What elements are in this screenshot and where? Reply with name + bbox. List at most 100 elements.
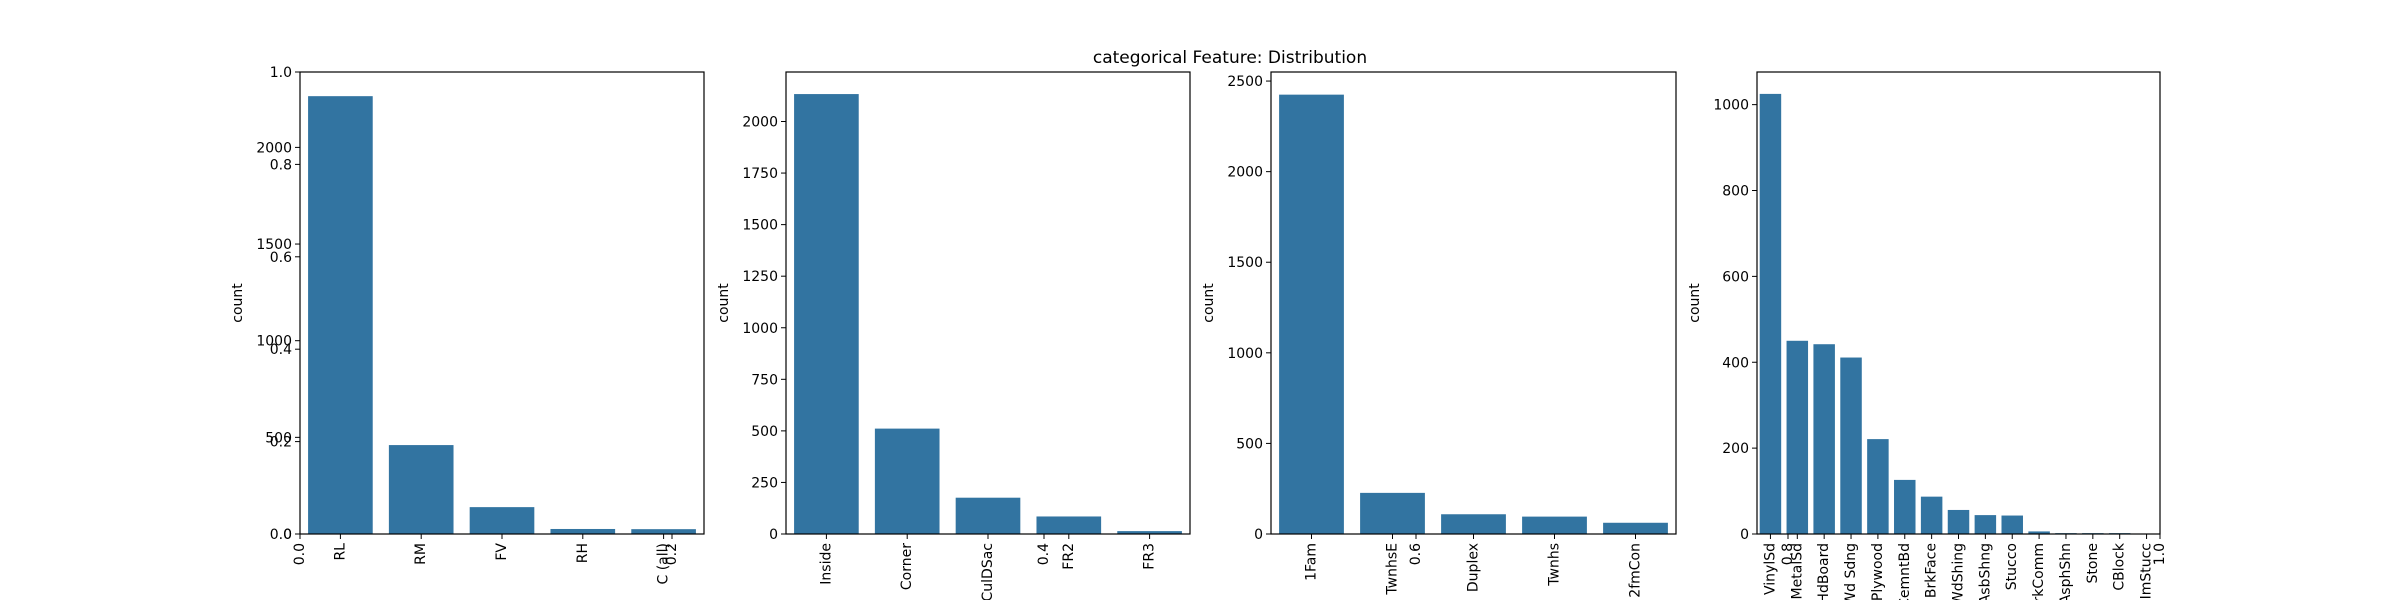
subplot-frame [1270, 71, 1677, 535]
bar-inside [794, 94, 859, 534]
bar-corner [874, 428, 940, 534]
x-tick-label: Inside [818, 543, 834, 585]
bar-twnhse [1360, 492, 1425, 534]
bar-c-all- [631, 529, 696, 534]
bar-1fam [1279, 94, 1344, 534]
bar-duplex [1441, 514, 1506, 534]
overlay-x-tick-label: 0.4 [1036, 543, 1052, 565]
bar-hdboard [1813, 344, 1835, 534]
subplot-4: 0 200 400 600 800 1000 count VinylSd MetalSd HdBo… [1687, 71, 2161, 600]
y-tick-label: 250 [751, 475, 778, 491]
y-tick-label: 0 [1740, 527, 1749, 543]
bar-rm [388, 445, 454, 534]
bar-brkcomm [2028, 531, 2050, 534]
bar-culdsac [955, 497, 1021, 534]
bar-wdshing [1947, 509, 1970, 534]
overlay-y-tick-label: 0.2 [270, 435, 292, 451]
x-tick-label: Stone [2085, 543, 2101, 583]
overlay-y-tick-label: 0.8 [270, 157, 292, 173]
y-tick-label: 0 [769, 527, 778, 543]
overlay-y-tick-label: 0.6 [270, 250, 292, 266]
y-tick-label: 1000 [742, 321, 778, 337]
overlay-x-tick-label: 1.0 [2152, 543, 2168, 565]
overlay-x-tick-label: 0.0 [292, 543, 308, 565]
x-tick-label: Corner [899, 543, 915, 590]
overlay-axes: 0.0 0.2 0.4 0.6 0.8 1.0 0.0 0.2 0.4 0.6 0.8 1.0 [270, 65, 2168, 565]
x-tick-label: ImStucc [2139, 543, 2155, 599]
y-tick-label: 750 [751, 372, 778, 388]
bar-wd-sdng [1840, 357, 1862, 534]
subplot-frame [785, 71, 1191, 535]
y-axis-label: count [716, 283, 732, 323]
bar-fv [469, 507, 535, 534]
bar-fr2 [1036, 516, 1102, 534]
bar-vinylsd [1759, 93, 1782, 534]
x-tick-label: 2fmCon [1628, 543, 1644, 598]
subplot-frame [299, 71, 705, 535]
x-tick-label: HdBoard [1816, 543, 1832, 600]
y-tick-label: 2000 [256, 140, 292, 156]
x-tick-label: BrkFace [1924, 543, 1940, 598]
x-tick-label: Wd Sdng [1843, 543, 1859, 600]
x-tick-label: WdShing [1951, 543, 1967, 600]
x-tick-label: AsbShng [1977, 543, 1993, 600]
y-axis-label: count [1687, 283, 1703, 323]
bar-stucco [2001, 515, 2023, 534]
y-tick-label: 0 [1254, 527, 1263, 543]
x-tick-label: AsphShn [2058, 543, 2074, 600]
overlay-x-tick-label: 0.2 [664, 543, 680, 565]
subplot-3: 0 500 1000 1500 2000 2500 count 1Fam TwnhsE Duple… [1201, 71, 1677, 598]
x-tick-label: CBlock [2112, 542, 2128, 591]
x-tick-label: VinylSd [1762, 543, 1778, 595]
subplot-frame [1756, 71, 2161, 535]
y-tick-label: 2000 [1227, 165, 1263, 181]
overlay-y-tick-label: 0.4 [270, 342, 292, 358]
x-tick-label: C (all) [656, 543, 672, 585]
bar-asbshng [1974, 515, 1997, 534]
y-tick-label: 0 [283, 527, 292, 543]
x-tick-label: 1Fam [1304, 543, 1320, 581]
bar-rl [308, 96, 373, 534]
bar-plywood [1867, 439, 1889, 534]
y-tick-label: 1500 [742, 218, 778, 234]
overlay-y-tick-label: 1.0 [270, 65, 292, 81]
bar-cemntbd [1894, 479, 1916, 534]
bar-twnhs [1522, 516, 1587, 534]
subplot-1: 0 500 1000 1500 2000 count RL RM FV RH C (all) [230, 71, 705, 585]
y-tick-label: 200 [1722, 441, 1749, 457]
x-tick-label: Twnhs [1547, 543, 1563, 587]
x-tick-label: FV [494, 543, 510, 561]
y-tick-label: 1000 [256, 334, 292, 350]
x-tick-label: FR3 [1142, 543, 1158, 570]
x-tick-label: RH [575, 543, 591, 563]
overlay-x-tick-label: 0.6 [1408, 543, 1424, 565]
y-tick-label: 800 [1722, 184, 1749, 200]
y-tick-label: 500 [1236, 436, 1263, 452]
y-axis-label: count [1201, 283, 1217, 323]
y-tick-label: 1000 [1713, 98, 1749, 114]
y-tick-label: 600 [1722, 269, 1749, 285]
x-tick-label: FR2 [1061, 543, 1077, 570]
y-tick-label: 2000 [742, 115, 778, 131]
bar-rh [550, 528, 616, 534]
bar-2fmcon [1603, 522, 1668, 534]
x-tick-label: Stucco [2004, 543, 2020, 590]
x-tick-label: RM [413, 543, 429, 565]
y-tick-label: 1500 [256, 237, 292, 253]
bar-brkface [1920, 496, 1943, 534]
x-tick-label: CulDSac [980, 543, 996, 600]
y-tick-label: 400 [1722, 355, 1749, 371]
x-tick-label: TwnhsE [1385, 543, 1401, 596]
x-tick-label: Plywood [1870, 543, 1886, 600]
y-tick-label: 500 [751, 424, 778, 440]
x-tick-label: BrkComm [2031, 543, 2047, 600]
x-tick-label: RL [332, 543, 348, 561]
overlay-x-tick-label: 0.8 [1780, 543, 1796, 565]
overlay-y-tick-label: 0.0 [270, 527, 292, 543]
subplot-2: 0 250 500 750 1000 1250 1500 1750 2000 count Insid… [716, 71, 1191, 600]
y-tick-label: 2500 [1227, 74, 1263, 90]
x-tick-label: MetalSd [1789, 543, 1805, 599]
bar-fr3 [1117, 531, 1182, 534]
